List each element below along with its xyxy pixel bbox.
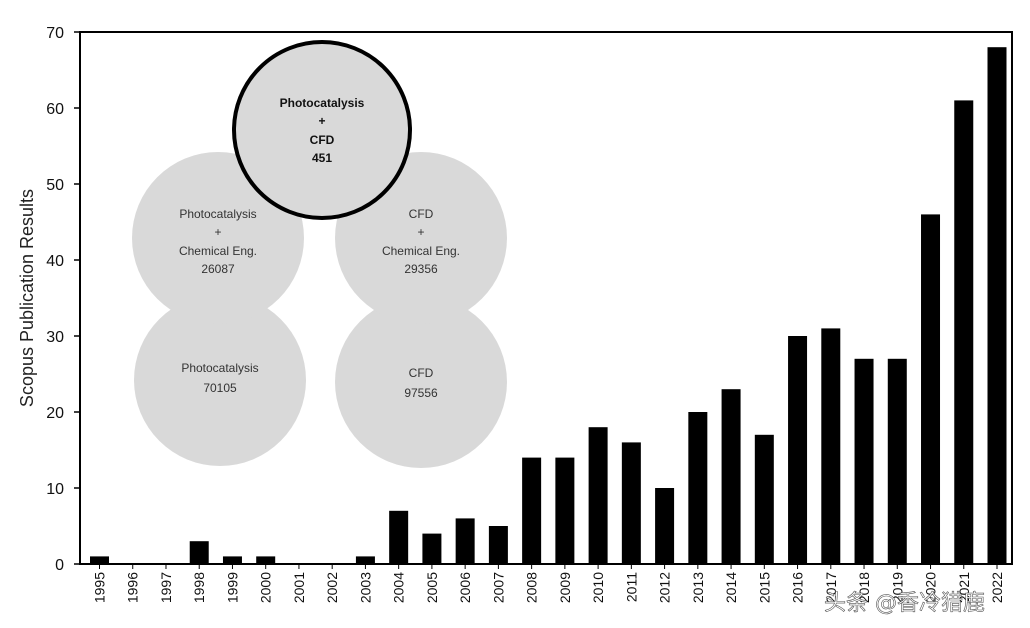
x-tick-label: 1999 (224, 572, 240, 603)
x-tick-label: 2019 (889, 572, 905, 603)
right-bottom-count: 97556 (404, 386, 438, 400)
circle-cfd (335, 296, 507, 468)
circle-photocatalysis (134, 294, 306, 466)
x-tick-label: 2007 (490, 572, 506, 603)
x-tick-label: 2000 (258, 572, 274, 603)
left-top-line1: Photocatalysis (179, 207, 256, 221)
bar-2009 (555, 457, 575, 564)
x-tick-label: 2005 (424, 572, 440, 603)
x-tick-label: 2004 (391, 572, 407, 603)
y-tick-label: 70 (46, 25, 64, 42)
bar-2021 (954, 100, 974, 565)
x-tick-label: 2001 (291, 572, 307, 603)
x-tick-label: 2013 (690, 572, 706, 603)
bar-2008 (522, 457, 542, 564)
y-tick-label: 40 (46, 253, 64, 270)
y-axis-ticks: 0 10 20 30 40 50 60 70 (46, 25, 80, 574)
right-top-line1: CFD (409, 207, 434, 221)
bar-2018 (854, 358, 874, 564)
bar-1999 (222, 556, 242, 564)
bar-2020 (921, 214, 941, 564)
x-tick-label: 2022 (989, 572, 1005, 603)
y-tick-label: 0 (55, 557, 64, 574)
bar-2017 (821, 328, 841, 564)
y-tick-label: 60 (46, 101, 64, 118)
center-count: 451 (312, 151, 332, 165)
bar-2014 (721, 389, 741, 564)
x-tick-label: 2008 (524, 572, 540, 603)
bar-2003 (355, 556, 375, 564)
x-tick-label: 2021 (956, 572, 972, 603)
x-tick-label: 2017 (823, 572, 839, 603)
x-tick-label: 1996 (125, 572, 141, 603)
y-tick-label: 10 (46, 481, 64, 498)
bar-2013 (688, 412, 708, 564)
bar-2022 (987, 47, 1007, 564)
x-tick-label: 2014 (723, 572, 739, 603)
x-tick-label: 1995 (92, 572, 108, 603)
bar-2012 (655, 488, 675, 564)
x-tick-label: 2016 (790, 572, 806, 603)
y-tick-label: 20 (46, 405, 64, 422)
y-axis-label: Scopus Publication Results (17, 189, 37, 407)
left-bottom-line1: Photocatalysis (181, 361, 258, 375)
x-tick-label: 1997 (158, 572, 174, 603)
bar-1995 (90, 556, 109, 564)
x-tick-label: 2020 (923, 572, 939, 603)
bar-2015 (754, 434, 774, 564)
bars (90, 47, 1007, 565)
bar-2019 (887, 358, 907, 564)
inset-diagram: Photocatalysis + CFD 451 Photocatalysis … (132, 40, 507, 468)
x-tick-label: 1998 (191, 572, 207, 603)
left-top-line3: Chemical Eng. (179, 244, 257, 258)
x-tick-label: 2011 (623, 572, 639, 602)
bar-2010 (588, 427, 608, 564)
x-tick-label: 2009 (557, 572, 573, 603)
plot-frame (79, 31, 1013, 565)
x-tick-label: 2010 (590, 572, 606, 603)
center-line1: Photocatalysis (280, 96, 365, 110)
bar-2005 (422, 533, 442, 564)
x-tick-label: 2002 (324, 572, 340, 603)
x-tick-label: 2018 (856, 572, 872, 603)
bar-2007 (488, 526, 508, 564)
right-top-line3: Chemical Eng. (382, 244, 460, 258)
bar-2006 (455, 518, 475, 564)
bar-1998 (189, 541, 209, 564)
x-tick-label: 2012 (657, 572, 673, 603)
x-tick-label: 2015 (756, 572, 772, 603)
center-line2: + (318, 114, 325, 128)
circle-photocatalysis-cfd (232, 40, 412, 220)
x-tick-label: 2006 (457, 572, 473, 603)
right-top-count: 29356 (404, 262, 438, 276)
bar-2016 (788, 336, 808, 564)
left-top-count: 26087 (201, 262, 235, 276)
y-tick-label: 30 (46, 329, 64, 346)
bar-2011 (621, 442, 641, 564)
left-top-line2: + (214, 225, 221, 239)
watermark: 头条 @香冷猎鹿 (824, 591, 985, 616)
bar-2004 (389, 510, 409, 564)
x-tick-label: 2003 (357, 572, 373, 603)
bar-2000 (256, 556, 276, 564)
y-tick-label: 50 (46, 177, 64, 194)
x-axis-ticks: 1995 1996 1997 1998 1999 2000 2001 2002 2003 2004… (92, 564, 1005, 603)
left-bottom-count: 70105 (203, 381, 237, 395)
center-line3: CFD (310, 133, 335, 147)
right-top-line2: + (417, 225, 424, 239)
right-bottom-line1: CFD (409, 366, 434, 380)
